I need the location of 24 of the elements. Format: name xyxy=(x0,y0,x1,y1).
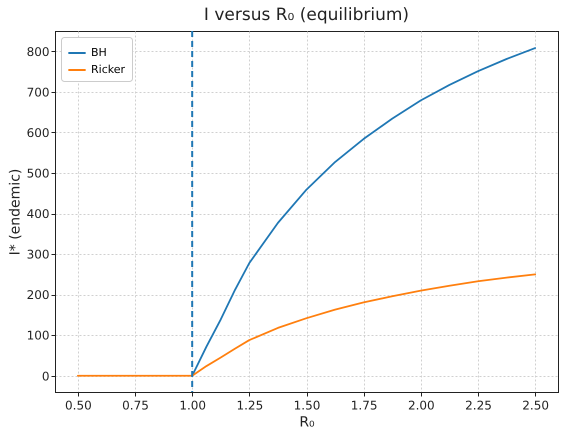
y-tick-label: 400 xyxy=(26,207,50,222)
legend-label: Ricker xyxy=(91,63,126,76)
x-tick-label: 2.50 xyxy=(522,398,549,412)
legend-label: BH xyxy=(91,46,107,59)
x-tick-label: 0.50 xyxy=(65,398,92,412)
x-tick-label: 2.00 xyxy=(408,398,435,412)
y-tick-label: 700 xyxy=(26,85,50,100)
y-tick-label: 300 xyxy=(26,248,50,262)
x-tick-label: 1.25 xyxy=(236,398,264,412)
x-axis-title: R₀ xyxy=(299,414,316,430)
y-tick-label: 100 xyxy=(26,328,50,343)
y-tick-label: 500 xyxy=(26,166,50,180)
x-tick-label: 1.75 xyxy=(350,398,378,412)
x-tick-label: 1.00 xyxy=(179,398,206,412)
y-axis-title: I* (endemic) xyxy=(8,168,24,256)
x-tick-label: 2.25 xyxy=(465,398,492,412)
x-tick-label: 1.50 xyxy=(294,398,320,412)
line-series xyxy=(76,273,536,377)
chart-title: I versus R₀ (equilibrium) xyxy=(204,5,410,25)
y-tick-label: 800 xyxy=(26,44,50,59)
y-tick-label: 0 xyxy=(42,369,50,384)
y-tick-label: 200 xyxy=(26,288,50,302)
y-tick-label: 600 xyxy=(26,126,50,140)
x-tick-label: 0.75 xyxy=(122,398,149,412)
